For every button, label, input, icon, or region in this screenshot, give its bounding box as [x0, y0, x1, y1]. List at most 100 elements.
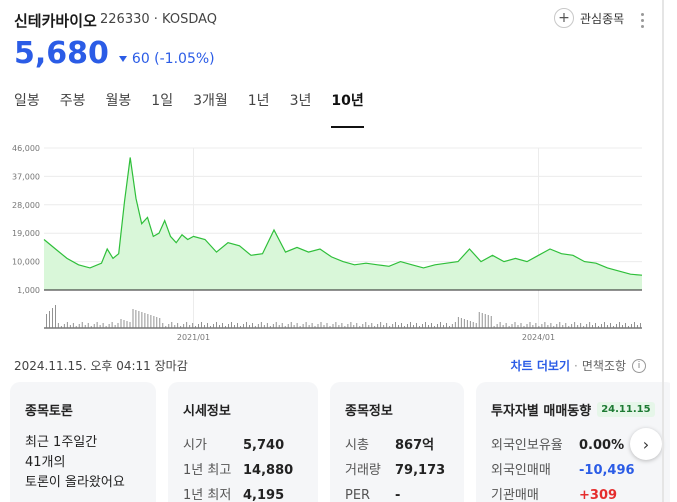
volume-bar: [481, 313, 483, 328]
tab-3year[interactable]: 3년: [289, 93, 312, 109]
volume-bar: [332, 324, 334, 328]
tab-weekly[interactable]: 주봉: [59, 93, 86, 109]
current-price: 5,680: [14, 36, 109, 71]
discussion-line3: 토론이 올라왔어요: [25, 475, 125, 490]
volume-bar: [637, 325, 638, 328]
volume-bar: [108, 324, 110, 328]
volume-bar: [186, 322, 188, 328]
volume-bar: [284, 326, 286, 328]
volume-bar: [171, 322, 173, 328]
add-watchlist-button[interactable]: + 관심종목: [554, 8, 624, 28]
scrollbar[interactable]: [662, 0, 664, 502]
y-tick-label: 37,000: [12, 172, 40, 181]
volume-bar: [344, 326, 346, 328]
volume-bar: [201, 322, 202, 328]
tab-daily[interactable]: 일봉: [14, 93, 40, 109]
x-tick-label: 2024/01: [522, 333, 555, 342]
volume-bar: [440, 322, 441, 328]
volume-bar: [69, 325, 71, 328]
tab-10year[interactable]: 10년: [331, 90, 364, 128]
volume-bar: [568, 326, 570, 328]
row-value: 4,195: [243, 488, 285, 502]
row-value: +309: [579, 488, 618, 502]
volume-bar: [302, 324, 304, 328]
volume-bar: [634, 322, 635, 328]
volume-bar: [434, 326, 435, 328]
volume-bar: [428, 325, 429, 328]
chart-more-link[interactable]: 차트 더보기: [510, 359, 570, 373]
volume-bar: [153, 316, 155, 328]
market-info-row: 시가 5,740: [183, 433, 303, 458]
timestamp-row: 2024.11.15. 오후 04:11 장마감 차트 더보기 · 면책조항 i: [14, 357, 646, 375]
volume-bar: [484, 314, 486, 328]
discussion-card[interactable]: 종목토론 최근 1주일간 41개의 토론이 올라왔어요: [10, 382, 156, 502]
volume-bar: [287, 324, 289, 328]
y-tick-label: 1,000: [17, 286, 40, 295]
watchlist-label: 관심종목: [580, 11, 625, 26]
volume-bar: [526, 324, 528, 328]
volume-bar: [454, 322, 456, 328]
volume-bar: [246, 322, 247, 328]
volume-bar: [105, 326, 107, 328]
volume-bar: [231, 322, 232, 328]
volume-bar: [446, 323, 447, 328]
tab-1year[interactable]: 1년: [247, 93, 270, 109]
volume-bar: [60, 326, 62, 328]
row-value: 79,173: [395, 463, 446, 478]
volume-bar: [252, 323, 253, 328]
volume-bar: [66, 322, 68, 328]
period-tabs: 일봉 주봉 월봉 1일 3개월 1년 3년 10년: [14, 90, 384, 128]
market-info-card[interactable]: 시세정보 시가 5,740 1년 최고 14,880 1년 최저 4,195: [168, 382, 318, 502]
volume-bar: [174, 325, 176, 328]
volume-bar: [598, 326, 599, 328]
tab-3month[interactable]: 3개월: [193, 93, 228, 109]
tab-monthly[interactable]: 월봉: [105, 93, 132, 109]
info-icon[interactable]: i: [632, 358, 646, 373]
price-change: 60 (-1.05%): [118, 51, 215, 67]
volume-bar: [240, 326, 241, 328]
volume-bar: [237, 323, 238, 328]
volume-bar: [46, 314, 47, 328]
row-key: 1년 최저: [183, 488, 232, 502]
stock-info-row: 거래량 79,173: [345, 458, 449, 483]
volume-bar: [243, 324, 244, 328]
volume-bar: [520, 323, 522, 328]
volume-bar: [281, 323, 283, 328]
volume-bar: [359, 326, 361, 328]
volume-bar: [162, 323, 164, 328]
volume-bar: [625, 323, 626, 328]
volume-bar: [466, 320, 468, 328]
volume-bar: [192, 323, 194, 328]
volume-bar: [547, 325, 549, 328]
volume-bar: [72, 323, 74, 328]
stock-info-card[interactable]: 종목정보 시총 867억 거래량 79,173 PER -: [330, 382, 464, 502]
row-key: 거래량: [345, 463, 381, 478]
volume-bar: [550, 323, 552, 328]
volume-bar: [150, 315, 152, 328]
tab-1day[interactable]: 1일: [151, 93, 174, 109]
volume-bar: [457, 317, 459, 328]
disclaimer-link[interactable]: 면책조항: [581, 359, 626, 373]
volume-bar: [177, 323, 179, 328]
volume-bar: [147, 314, 149, 328]
volume-bar: [329, 326, 331, 328]
volume-bar: [368, 325, 370, 328]
market-info-row: 1년 최저 4,195: [183, 483, 303, 502]
volume-bar: [222, 323, 223, 328]
volume-bar: [628, 326, 629, 328]
volume-bar: [78, 324, 80, 328]
investor-row: 기관매매 +309: [491, 483, 661, 502]
more-options-icon[interactable]: [636, 10, 648, 30]
volume-bar: [583, 326, 585, 328]
volume-bar: [257, 324, 259, 328]
volume-bar: [487, 315, 489, 328]
volume-bar: [449, 326, 450, 328]
volume-bar: [350, 322, 352, 328]
volume-bar: [272, 324, 274, 328]
price-chart[interactable]: 46,000 37,000 28,000 19,000 10,000 1,000 2021/…: [0, 140, 660, 350]
next-card-arrow-icon[interactable]: ›: [630, 428, 662, 460]
volume-bar: [425, 322, 426, 328]
volume-bar: [595, 323, 596, 328]
price-line: [43, 157, 643, 276]
volume-bar: [523, 326, 525, 328]
